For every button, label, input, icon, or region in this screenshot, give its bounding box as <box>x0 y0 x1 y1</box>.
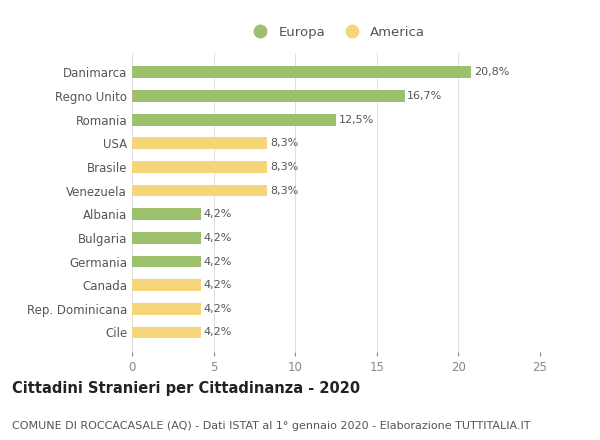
Text: 4,2%: 4,2% <box>203 304 232 314</box>
Bar <box>132 185 268 197</box>
Text: 4,2%: 4,2% <box>203 233 232 243</box>
Bar <box>132 208 200 220</box>
Text: COMUNE DI ROCCACASALE (AQ) - Dati ISTAT al 1° gennaio 2020 - Elaborazione TUTTIT: COMUNE DI ROCCACASALE (AQ) - Dati ISTAT … <box>12 421 530 431</box>
Text: 8,3%: 8,3% <box>270 162 298 172</box>
Text: 16,7%: 16,7% <box>407 91 442 101</box>
Bar <box>132 137 268 149</box>
Legend: Europa, America: Europa, America <box>242 21 430 44</box>
Text: 8,3%: 8,3% <box>270 186 298 195</box>
Bar <box>132 326 200 338</box>
Bar <box>132 303 200 315</box>
Text: 4,2%: 4,2% <box>203 280 232 290</box>
Text: 12,5%: 12,5% <box>338 114 374 125</box>
Text: 4,2%: 4,2% <box>203 327 232 337</box>
Bar <box>132 90 404 102</box>
Bar <box>132 279 200 291</box>
Bar <box>132 256 200 268</box>
Bar <box>132 114 336 125</box>
Text: 8,3%: 8,3% <box>270 138 298 148</box>
Bar <box>132 232 200 244</box>
Text: Cittadini Stranieri per Cittadinanza - 2020: Cittadini Stranieri per Cittadinanza - 2… <box>12 381 360 396</box>
Text: 4,2%: 4,2% <box>203 209 232 219</box>
Text: 4,2%: 4,2% <box>203 257 232 267</box>
Bar <box>132 66 472 78</box>
Bar <box>132 161 268 173</box>
Text: 20,8%: 20,8% <box>474 67 509 77</box>
